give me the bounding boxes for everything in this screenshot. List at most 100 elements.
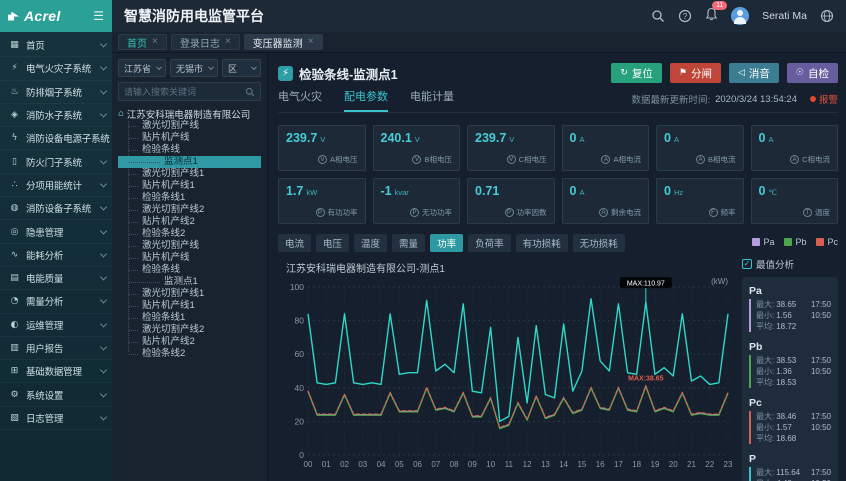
tree-node[interactable]: 检验条线1: [118, 312, 261, 324]
stat-row-value: 38.65: [776, 300, 797, 309]
stat-unit: A: [579, 135, 585, 144]
nav-tab-login-log[interactable]: 登录日志 ×: [170, 34, 240, 50]
tree-node[interactable]: 检验条线2: [118, 348, 261, 360]
legend-item-pc[interactable]: Pc: [816, 237, 838, 247]
action-trip-button[interactable]: ⚑ 分闸: [669, 63, 721, 83]
user-name[interactable]: Serati Ma: [762, 10, 807, 22]
tab-distribution-params[interactable]: 配电参数: [344, 88, 388, 112]
chart-chip[interactable]: 电压: [316, 234, 350, 252]
chart-chip[interactable]: 电流: [278, 234, 312, 252]
tree-node[interactable]: 检验条线1: [118, 192, 261, 204]
close-icon[interactable]: ×: [224, 36, 231, 47]
sidebar-item-fire-water[interactable]: ◈ 消防水子系统: [0, 104, 112, 128]
stat-label: B相电流: [707, 155, 736, 164]
sidebar-item-hazard-mgmt[interactable]: ◎ 隐患管理: [0, 220, 112, 244]
tree-root[interactable]: ⌂ 江苏安科瑞电器制造有限公司: [118, 107, 261, 121]
tree-node[interactable]: 监测点1: [118, 156, 261, 168]
stat-label: 无功功率: [422, 208, 452, 217]
chart-chip[interactable]: 温度: [354, 234, 388, 252]
action-mute-button[interactable]: ◁ 消音: [729, 63, 779, 83]
nav-tab-transformer-monitor[interactable]: 变压器监测 ×: [243, 34, 323, 50]
tree-node[interactable]: 贴片机产线2: [118, 216, 261, 228]
action-reset-button[interactable]: ↻ 复位: [611, 63, 662, 83]
tree-node[interactable]: 贴片机产线1: [118, 180, 261, 192]
detail-tabs: 电气火灾 配电参数 电能计量 数据最新更新时间: 2020/3/24 13:54…: [278, 89, 838, 113]
close-icon[interactable]: ×: [307, 36, 314, 47]
chart-chip[interactable]: 需量: [392, 234, 426, 252]
sidebar-item-system-settings[interactable]: ⚙ 系统设置: [0, 383, 112, 407]
search-input[interactable]: [124, 86, 245, 97]
sidebar-item-smoke-exhaust[interactable]: ♨ 防排烟子系统: [0, 81, 112, 104]
chart-chip[interactable]: 负荷率: [468, 234, 511, 252]
sidebar-item-fire-power-supply[interactable]: ϟ 消防设备电源子系统: [0, 127, 112, 151]
stat-value: 0: [664, 184, 671, 198]
tree-node[interactable]: 激光切割产线2: [118, 204, 261, 216]
tree-node[interactable]: 检验条线2: [118, 228, 261, 240]
tree-node[interactable]: 激光切割产线: [118, 120, 261, 132]
chart-subtitle: 江苏安科瑞电器制造有限公司-测点1: [286, 264, 445, 275]
monitor-point-icon: ⚡: [278, 65, 293, 81]
chevron-down-icon: [99, 180, 108, 188]
chart-chip[interactable]: 功率: [430, 234, 464, 252]
stat-row-label: 最小:: [756, 367, 775, 376]
fire-power-supply-icon: ϟ: [11, 133, 18, 144]
power-chart[interactable]: 0 20 40 60 80 100 00 01 02 03 04 05 06 07 08 09 10 11 12 13…: [278, 275, 740, 471]
avatar[interactable]: [731, 7, 750, 25]
district-select[interactable]: 区: [222, 59, 261, 77]
chart-chip[interactable]: 无功损耗: [572, 234, 625, 252]
sidebar-item-ops-mgmt[interactable]: ◐ 运维管理: [0, 314, 112, 337]
tree-node[interactable]: 贴片机产线2: [118, 336, 261, 348]
notifications-bell-icon[interactable]: 11: [705, 0, 728, 26]
tree-node[interactable]: 贴片机产线: [118, 132, 261, 144]
sidebar-item-base-data[interactable]: ⊞ 基础数据管理: [0, 360, 112, 384]
stat-row-label: 最大:: [756, 300, 775, 309]
sidebar-item-energy-stats[interactable]: ∴ 分项用能统计: [0, 174, 112, 198]
fire-equipment-icon: ◍: [10, 203, 19, 214]
tab-energy-metering[interactable]: 电能计量: [410, 91, 454, 103]
svg-text:14: 14: [559, 460, 568, 469]
chart-chip[interactable]: 有功损耗: [515, 234, 568, 252]
sidebar-item-user-report[interactable]: ▥ 用户报告: [0, 337, 112, 361]
tree-node[interactable]: 监测点1: [118, 276, 261, 288]
stat-label: 频率: [720, 208, 736, 217]
stat-label: C相电压: [518, 155, 547, 164]
menu-collapse-icon[interactable]: ☰: [93, 9, 104, 23]
legend-item-pa[interactable]: Pa: [752, 237, 774, 247]
language-globe-icon[interactable]: [820, 9, 834, 23]
tree-node[interactable]: 激光切割产线: [118, 240, 261, 252]
series-name: Pa: [749, 285, 762, 297]
tree-node[interactable]: 激光切割产线1: [118, 288, 261, 300]
sidebar-item-log-mgmt[interactable]: ▧ 日志管理: [0, 407, 112, 431]
metric-circle-icon: A: [601, 155, 611, 164]
energy-stats-icon: ∴: [11, 179, 18, 190]
close-icon[interactable]: ×: [152, 36, 158, 47]
sidebar-item-demand-analysis[interactable]: ◔ 需量分析: [0, 290, 112, 314]
sidebar-item-power-quality[interactable]: ▤ 电能质量: [0, 267, 112, 291]
search-icon[interactable]: [651, 9, 665, 23]
tree-node[interactable]: 激光切割产线1: [118, 168, 261, 180]
stat-label: A相电压: [329, 155, 358, 164]
legend-item-pb[interactable]: Pb: [784, 237, 806, 247]
city-select[interactable]: 无锡市: [170, 59, 218, 77]
nav-tab-home[interactable]: 首页 ×: [118, 34, 167, 50]
sidebar-item-fire-equipment[interactable]: ◍ 消防设备子系统: [0, 197, 112, 221]
sidebar-item-electrical-fire[interactable]: ⚡ 电气火灾子系统: [0, 57, 112, 81]
tab-electrical-fire[interactable]: 电气火灾: [278, 91, 322, 103]
action-self-check-button[interactable]: ☉ 自检: [786, 63, 838, 83]
help-icon[interactable]: ?: [678, 9, 692, 23]
user-report-icon: ▥: [10, 343, 19, 353]
tree-node[interactable]: 激光切割产线2: [118, 324, 261, 336]
max-analysis-checkbox[interactable]: ✓ 最值分析: [742, 257, 838, 271]
svg-text:03: 03: [358, 460, 367, 469]
tree-node[interactable]: 贴片机产线: [118, 252, 261, 264]
sidebar-item-home[interactable]: ▦ 首页: [0, 34, 112, 58]
province-select[interactable]: 江苏省: [118, 59, 166, 77]
energy-analysis-icon: ∿: [10, 249, 19, 260]
tree-node[interactable]: 检验条线: [118, 144, 261, 156]
sidebar-item-fire-door[interactable]: ▯ 防火门子系统: [0, 150, 112, 174]
tree-node[interactable]: 检验条线: [118, 264, 261, 276]
sidebar-item-energy-analysis[interactable]: ∿ 能耗分析: [0, 244, 112, 267]
tree-node[interactable]: 贴片机产线1: [118, 300, 261, 312]
self-check-icon: ☉: [795, 68, 804, 78]
